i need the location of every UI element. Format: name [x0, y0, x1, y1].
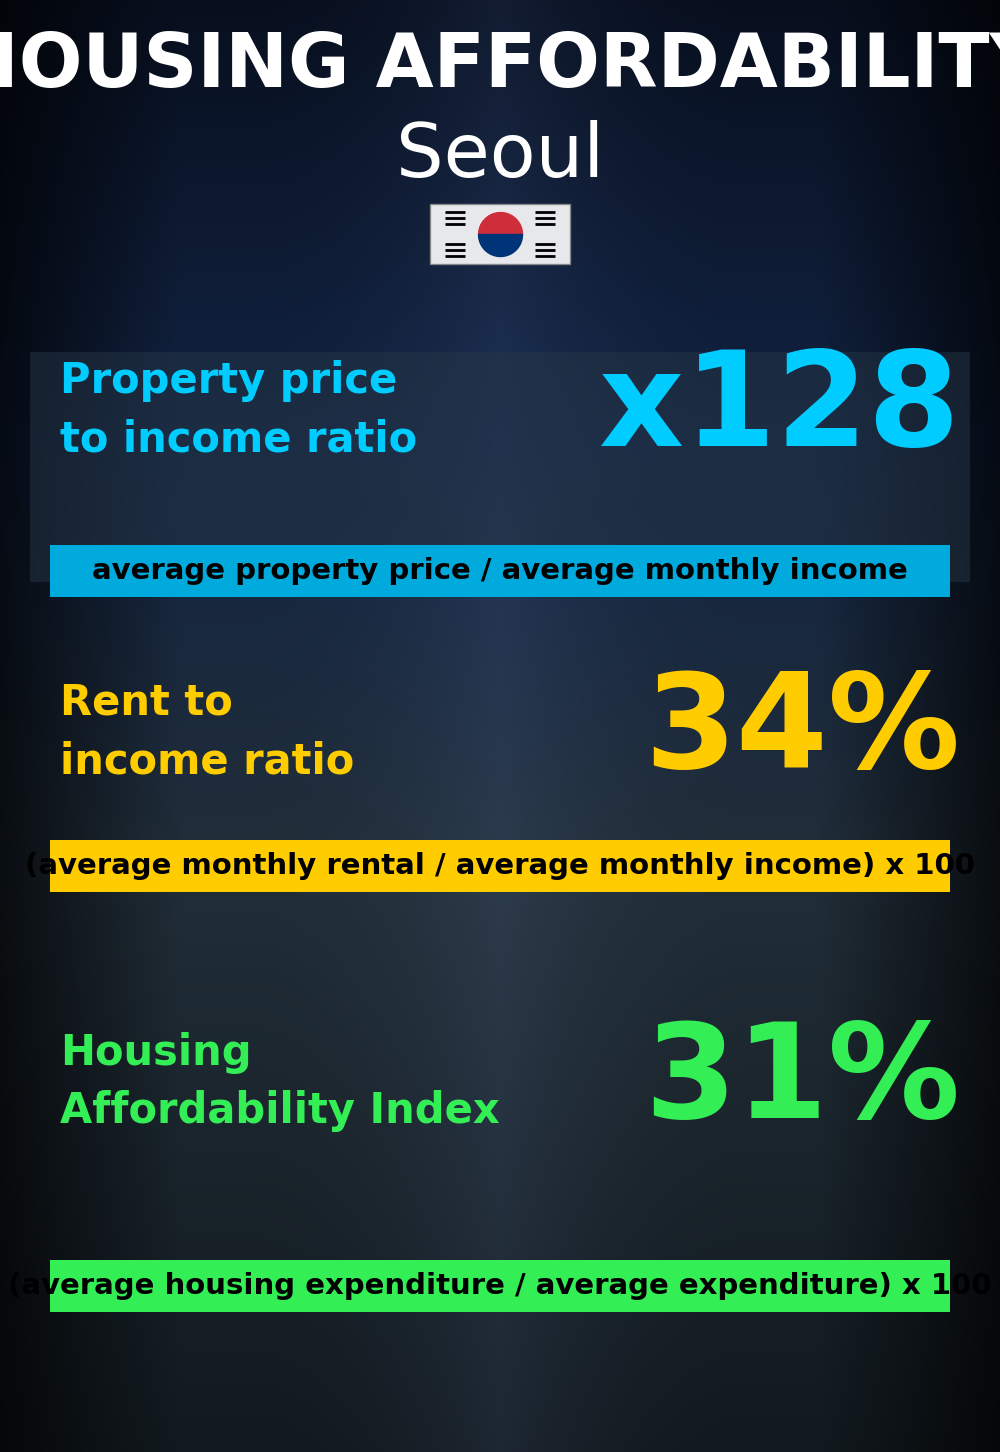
FancyBboxPatch shape: [30, 351, 970, 582]
Text: Seoul: Seoul: [396, 121, 604, 193]
Text: Property price
to income ratio: Property price to income ratio: [60, 360, 417, 460]
Text: Rent to
income ratio: Rent to income ratio: [60, 682, 354, 783]
FancyBboxPatch shape: [430, 203, 570, 264]
Text: average property price / average monthly income: average property price / average monthly…: [92, 558, 908, 585]
Text: 31%: 31%: [644, 1018, 960, 1146]
Circle shape: [478, 212, 522, 256]
FancyBboxPatch shape: [50, 544, 950, 597]
Text: Housing
Affordability Index: Housing Affordability Index: [60, 1032, 500, 1133]
Text: 34%: 34%: [644, 668, 960, 796]
Text: (average housing expenditure / average expenditure) x 100: (average housing expenditure / average e…: [8, 1272, 992, 1300]
Text: (average monthly rental / average monthly income) x 100: (average monthly rental / average monthl…: [25, 852, 975, 880]
FancyBboxPatch shape: [50, 1260, 950, 1313]
FancyBboxPatch shape: [50, 841, 950, 892]
Text: x128: x128: [599, 347, 960, 473]
Text: HOUSING AFFORDABILITY: HOUSING AFFORDABILITY: [0, 30, 1000, 103]
